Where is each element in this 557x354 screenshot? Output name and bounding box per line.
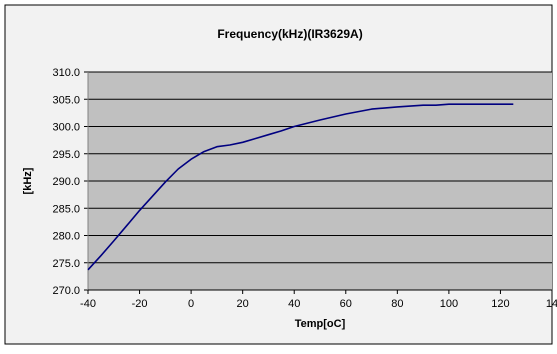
y-axis-tick-labels: 270.0 275.0 280.0 285.0 290.0 295.0 300.0 305.0… [52,67,80,297]
x-axis-label: Temp[oC] [295,318,346,330]
y-tick-label: 300.0 [52,122,80,134]
y-tick-label: 275.0 [52,258,80,270]
x-tick-label: -20 [132,298,148,310]
y-tick-label: 290.0 [52,176,80,188]
x-tick-label: 0 [188,298,194,310]
x-tick-label: 40 [288,298,300,310]
y-tick-label: 285.0 [52,203,80,215]
y-axis-label: [kHz] [22,167,34,194]
axes [84,71,553,294]
series-line [87,103,514,271]
y-tick-label: 270.0 [52,285,80,297]
x-tick-label: 120 [491,298,509,310]
y-tick-label: 310.0 [52,67,80,79]
x-tick-label: 14 [546,298,557,310]
y-tick-label: 280.0 [52,231,80,243]
x-tick-label: 60 [340,298,352,310]
x-axis-tick-labels: -40 -20 0 20 40 60 80 100 120 14 [80,298,557,310]
x-tick-label: 20 [237,298,249,310]
x-tick-label: -40 [80,298,96,310]
chart-title: Frequency(kHz)(IR3629A) [217,27,362,41]
x-tick-label: 80 [391,298,403,310]
y-tick-label: 295.0 [52,149,80,161]
series-layer [87,103,514,271]
x-tick-label: 100 [440,298,458,310]
y-tick-label: 305.0 [52,94,80,106]
gridlines [88,71,552,291]
